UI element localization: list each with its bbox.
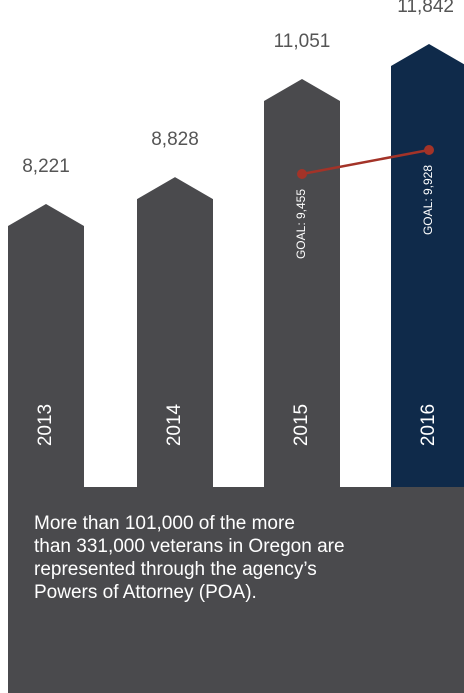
bar-2013 bbox=[8, 204, 84, 487]
bar-2015 bbox=[264, 78, 340, 488]
caption-line: More than 101,000 of the more bbox=[34, 513, 295, 534]
category-label-2014: 2014 bbox=[164, 403, 185, 446]
category-label-2016: 2016 bbox=[418, 404, 439, 446]
value-label-2014: 8,828 bbox=[151, 129, 199, 150]
category-label-2013: 2013 bbox=[35, 404, 56, 446]
caption-line: than 331,000 veterans in Oregon are bbox=[34, 536, 345, 557]
caption-line: represented through the agency’s bbox=[34, 559, 317, 580]
goal-line bbox=[301, 148, 430, 176]
bars-group bbox=[8, 44, 464, 488]
value-label-2015: 11,051 bbox=[274, 31, 331, 52]
goal-label-2016: GOAL: 9,928 bbox=[421, 165, 435, 235]
labels-group: 2013 8,221 2014 8,828 2015 11,051 2016 11,842 bbox=[22, 0, 454, 446]
caption-panel bbox=[8, 487, 464, 693]
goal-point-2016 bbox=[424, 145, 434, 155]
caption-text: More than 101,000 of the more than 331,0… bbox=[34, 512, 444, 604]
goal-label-2015: GOAL: 9,455 bbox=[294, 189, 308, 259]
bar-2014 bbox=[137, 177, 213, 487]
value-label-2013: 8,221 bbox=[22, 156, 70, 177]
goal-point-2015 bbox=[297, 169, 307, 179]
caption-line: Powers of Attorney (POA). bbox=[34, 582, 257, 603]
value-label-2016: 11,842 bbox=[397, 0, 454, 17]
category-label-2015: 2015 bbox=[291, 404, 312, 446]
goal-line-group: GOAL: 9,455 GOAL: 9,928 bbox=[294, 145, 435, 259]
